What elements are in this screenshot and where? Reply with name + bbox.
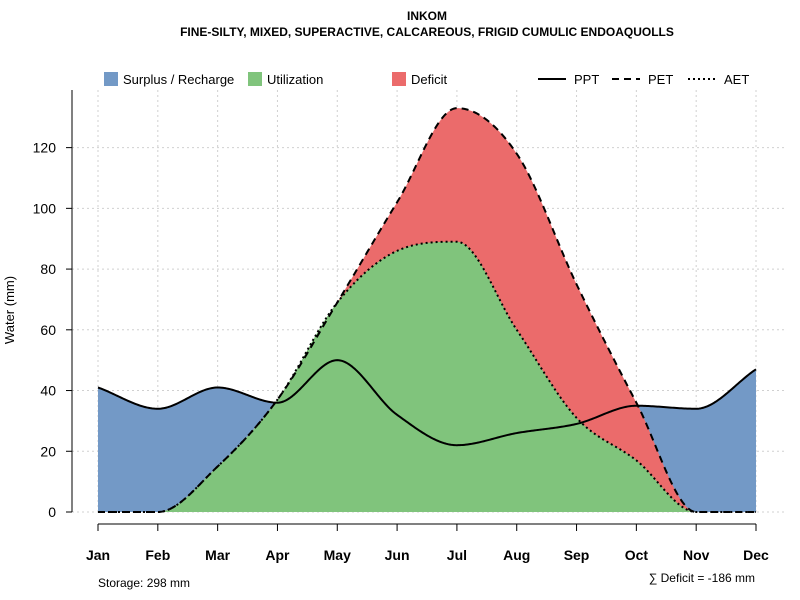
legend-swatch-deficit	[392, 72, 406, 86]
legend-label-aet: AET	[724, 72, 749, 87]
deficit-annotation: ∑ Deficit = -186 mm	[649, 571, 755, 585]
x-tick-label: Jan	[86, 547, 110, 563]
chart-subtitle: FINE-SILTY, MIXED, SUPERACTIVE, CALCAREO…	[180, 25, 674, 39]
x-tick-label: Nov	[683, 547, 710, 563]
y-tick-label: 100	[33, 200, 57, 216]
legend-swatch-utilization	[248, 72, 262, 86]
series-line-pet	[98, 107, 756, 513]
line-layer	[97, 107, 757, 513]
legend: Surplus / Recharge Utilization Deficit P…	[104, 72, 749, 87]
chart-title: INKOM	[407, 9, 447, 23]
legend-label-deficit: Deficit	[411, 72, 448, 87]
axis-layer: 0 20 40 60 80 100 120 Jan Feb Mar Apr May Jun Jul Aug S…	[33, 90, 769, 563]
y-tick-label: 120	[33, 140, 57, 156]
x-tick-label: Dec	[743, 547, 769, 563]
x-tick-label: Jul	[447, 547, 467, 563]
x-tick-label: Feb	[145, 547, 170, 563]
x-tick-label: Jun	[385, 547, 410, 563]
series-line-ppt	[97, 359, 757, 447]
legend-label-surplus: Surplus / Recharge	[123, 72, 234, 87]
x-tick-label: May	[324, 547, 351, 563]
series-line-aet	[98, 240, 756, 513]
x-tick-label: Sep	[564, 547, 590, 563]
x-tick-label: Aug	[503, 547, 530, 563]
y-axis-label: Water (mm)	[2, 276, 17, 344]
legend-swatch-surplus	[104, 72, 118, 86]
legend-label-ppt: PPT	[574, 72, 599, 87]
y-tick-label: 40	[40, 383, 56, 399]
y-tick-label: 80	[40, 261, 56, 277]
legend-label-utilization: Utilization	[267, 72, 323, 87]
y-tick-label: 60	[40, 322, 56, 338]
x-tick-label: Mar	[205, 547, 230, 563]
x-tick-label: Apr	[265, 547, 290, 563]
storage-annotation: Storage: 298 mm	[98, 576, 190, 590]
area-utilization	[98, 241, 756, 512]
x-tick-label: Oct	[625, 547, 649, 563]
y-tick-label: 20	[40, 443, 56, 459]
y-tick-label: 0	[48, 504, 56, 520]
legend-label-pet: PET	[648, 72, 673, 87]
